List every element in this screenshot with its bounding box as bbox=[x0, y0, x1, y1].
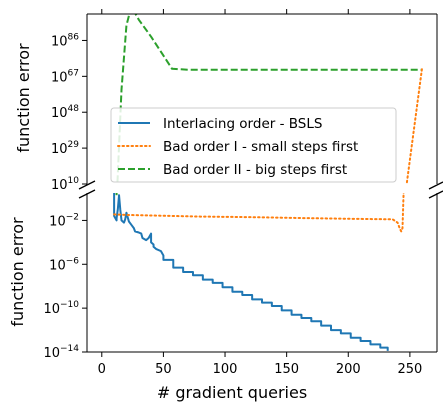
x-tick-250-label: 250 bbox=[397, 362, 422, 377]
x-tick-200-label: 200 bbox=[336, 362, 361, 377]
ticks-layer: 1010 1029 1048 1067 1086 10−14 10−10 10−6 10−2 0 5… bbox=[43, 9, 422, 377]
series-1-line-lower bbox=[113, 193, 389, 351]
x-tick-150-label: 150 bbox=[274, 362, 299, 377]
x-tick-50-label: 50 bbox=[155, 362, 172, 377]
axis-break-marks bbox=[78, 180, 443, 199]
lower-y-tick--10-label: 10−10 bbox=[43, 300, 79, 317]
upper-y-tick-48-label: 1048 bbox=[51, 104, 79, 121]
lower-panel-frame bbox=[86, 193, 438, 353]
upper-y-tick-29-label: 1029 bbox=[51, 140, 79, 157]
series-2-line-lower bbox=[113, 193, 405, 233]
break-mark-right-upper bbox=[428, 181, 443, 190]
lower-y-tick--6-label: 10−6 bbox=[49, 256, 79, 273]
upper-y-tick-67-label: 1067 bbox=[51, 68, 79, 85]
legend-label-series-3: Bad order II - big steps first bbox=[163, 162, 347, 178]
upper-panel-frame bbox=[86, 13, 438, 184]
upper-y-tick-10-label: 1010 bbox=[51, 176, 79, 193]
lower-y-tick--14-label: 10−14 bbox=[43, 344, 79, 361]
legend: Interlacing order - BSLS Bad order I - s… bbox=[110, 107, 397, 183]
upper-y-axis-label: function error bbox=[14, 43, 33, 153]
lower-y-axis-label: function error bbox=[8, 217, 27, 327]
break-mark-left-upper bbox=[78, 180, 96, 190]
series-3-line-upper bbox=[116, 14, 421, 184]
break-mark-left-lower bbox=[78, 189, 96, 199]
lower-y-tick--2-label: 10−2 bbox=[49, 212, 79, 229]
legend-box bbox=[110, 107, 397, 183]
legend-label-series-1: Interlacing order - BSLS bbox=[163, 116, 322, 132]
break-mark-right-lower bbox=[428, 190, 443, 199]
x-tick-0-label: 0 bbox=[98, 362, 106, 377]
x-tick-100-label: 100 bbox=[213, 362, 238, 377]
upper-y-tick-86-label: 1086 bbox=[51, 32, 79, 49]
series-layer bbox=[113, 14, 424, 351]
x-axis-label: # gradient queries bbox=[157, 383, 307, 402]
legend-label-series-2: Bad order I - small steps first bbox=[163, 139, 358, 155]
